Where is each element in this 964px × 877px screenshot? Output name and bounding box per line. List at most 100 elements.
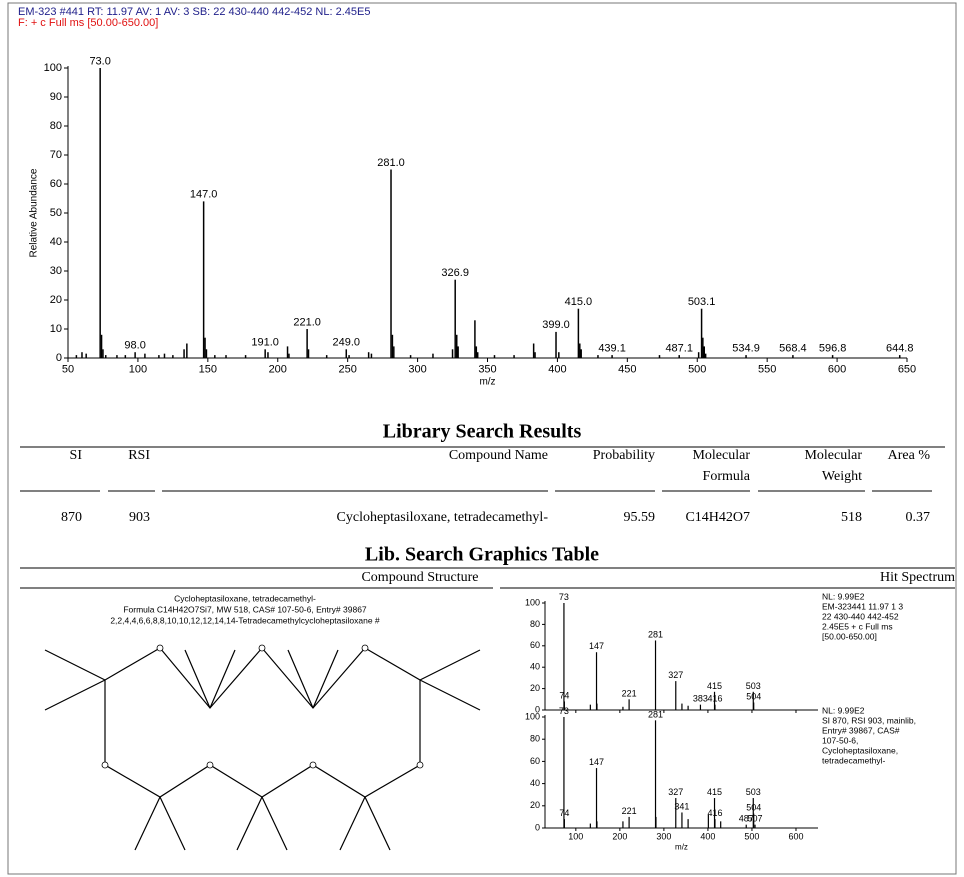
x-tick-label: 350 [478,364,496,376]
table-cell: 903 [129,510,150,525]
column-header: Compound Name [449,448,548,463]
y-tick-label: 60 [530,640,540,650]
y-tick-label: 10 [50,323,62,335]
x-tick-label: 650 [898,364,916,376]
x-tick-label: 400 [548,364,566,376]
peak-label: 504 [746,691,761,701]
chart-subtitle: F: + c Full ms [50.00-650.00] [18,17,158,29]
peak-label: 503.1 [688,296,716,308]
column-header: SI [70,448,83,463]
table-cell: Cycloheptasiloxane, tetradecamethyl- [337,510,549,525]
peak-label: 326.9 [441,267,469,279]
peak-label: 74 [559,808,569,818]
annotation: 2.45E5 + c Full ms [822,621,893,631]
y-tick-label: 30 [50,265,62,277]
y-tick-label: 40 [530,662,540,672]
peak-label: 644.8 [886,342,914,354]
peak-label: 74 [559,690,569,700]
y-tick-label: 50 [50,207,62,219]
column-header: Molecular [804,448,862,463]
spectrum-heading: Hit Spectrum [880,570,955,585]
structure-caption: 2,2,4,4,6,6,8,8,10,10,12,12,14,14-Tetrad… [110,615,380,625]
x-tick-label: 100 [568,832,583,842]
annotation: 22 430-440 442-452 [822,611,899,621]
y-tick-label: 0 [535,704,540,714]
x-tick-label: 200 [612,832,627,842]
peak-label: 568.4 [779,342,807,354]
x-axis-label: m/z [675,842,688,851]
column-header: Formula [703,469,751,484]
column-header: Area % [888,448,931,463]
y-axis-label: Relative Abundance [29,168,40,257]
peak-label: 504 [746,803,761,813]
y-tick-label: 80 [50,120,62,132]
peak-label: 147 [589,757,604,767]
x-tick-label: 500 [688,364,706,376]
peak-label: 281 [648,709,663,719]
peak-label: 221 [622,806,637,816]
peak-label: 415 [707,787,722,797]
peak-label: 191.0 [251,337,279,349]
column-header: Probability [593,448,655,463]
x-tick-label: 250 [338,364,356,376]
y-tick-label: 70 [50,149,62,161]
annotation: tetradecamethyl- [822,755,885,765]
peak-label: 416 [707,808,722,818]
peak-label: 249.0 [333,337,361,349]
table-cell: 95.59 [624,510,656,525]
y-tick-label: 20 [530,800,540,810]
table-cell: C14H42O7 [685,510,750,525]
structure [44,644,481,851]
peak-label: 416 [707,694,722,704]
peak-label: 415.0 [565,296,593,308]
y-tick-label: 90 [50,91,62,103]
graphics-title: Lib. Search Graphics Table [365,544,599,566]
oxygen-atoms [101,644,424,769]
x-tick-label: 150 [199,364,217,376]
methyl-bonds [44,649,481,851]
peak-label: 487.1 [665,342,693,354]
x-axis-label: m/z [479,376,495,387]
y-tick-label: 100 [525,597,540,607]
peak-label: 341 [674,801,689,811]
y-tick-label: 40 [50,236,62,248]
x-tick-label: 300 [656,832,671,842]
annotation: 107-50-6, [822,735,858,745]
y-tick-label: 80 [530,619,540,629]
peak-label: 281 [648,629,663,639]
y-tick-label: 40 [530,778,540,788]
table-cell: 0.37 [906,510,931,525]
table-cell: 518 [841,510,862,525]
y-tick-label: 0 [535,822,540,832]
peak-label: 73 [559,706,569,716]
y-tick-label: 20 [530,683,540,693]
table-cell: 870 [61,510,82,525]
y-tick-label: 0 [56,352,62,364]
column-header: Molecular [692,448,750,463]
spectrum-chart: 0 20 40 60 80 100 100 200 300 400 500 600 73 74 147 221… [525,705,916,851]
page-border [7,2,957,875]
peak-label: 221.0 [293,316,321,328]
x-tick-label: 300 [408,364,426,376]
annotation: SI 870, RSI 903, mainlib, [822,715,916,725]
peak-label: 147 [589,641,604,651]
peak-label: 503 [746,787,761,797]
peak-label: 327 [668,670,683,680]
x-tick-label: 200 [269,364,287,376]
y-tick-label: 100 [44,62,62,74]
annotation: [50.00-650.00] [822,631,877,641]
x-tick-label: 600 [828,364,846,376]
peak-label: 73.0 [89,55,110,67]
spectrum-chart: 0 20 40 60 80 100 73 74 147 221 281 327 383 415 416 503… [525,591,903,714]
peak-label: 327 [668,787,683,797]
annotation: Entry# 39867, CAS# [822,725,900,735]
structure-heading: Compound Structure [361,570,478,585]
peak-label: 415 [707,681,722,691]
results-table: SI RSI Compound Name Probability Molecular Fo… [61,448,930,525]
peak-label: 503 [746,681,761,691]
column-header: RSI [128,448,150,463]
peak-label: 147.0 [190,189,218,201]
peak-label: 487 [739,814,754,824]
x-tick-label: 50 [62,364,74,376]
